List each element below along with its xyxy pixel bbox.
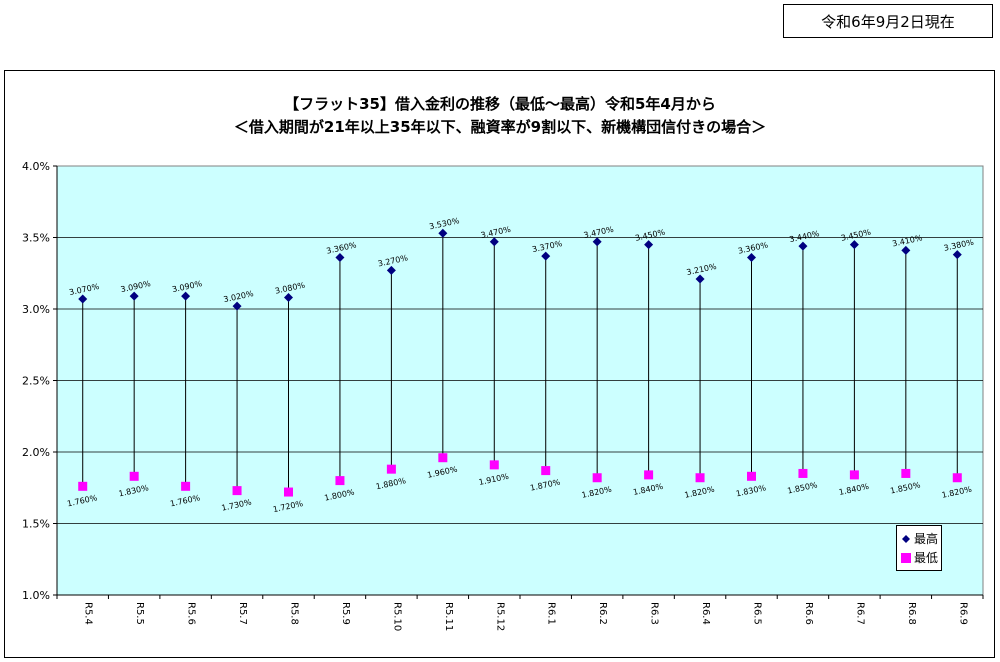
max-point [849,240,859,250]
max-point [592,237,602,247]
y-tick-label: 1.5% [22,518,50,531]
x-tick-label: R5.10 [391,602,402,631]
legend-label-max: 最高 [914,532,939,546]
max-point [284,293,293,303]
x-tick-label: R5.12 [494,602,505,631]
y-tick-label: 3.0% [22,303,50,316]
max-point [541,251,551,261]
max-point [78,294,88,304]
max-point [489,237,499,247]
y-tick-label: 2.0% [22,446,50,459]
min-point [335,476,345,486]
max-point [129,291,139,301]
x-tick-label: R6.1 [546,602,557,625]
x-tick-label: R5.11 [443,602,454,631]
legend-label-min: 最低 [914,551,939,565]
max-point [901,245,911,255]
y-tick-label: 3.5% [22,232,50,245]
min-point [78,481,88,491]
legend-marker-max [901,534,911,544]
y-tick-label: 2.5% [22,375,50,388]
as-of-date: 令和6年9月2日現在 [783,4,993,38]
y-tick-label: 4.0% [22,160,50,173]
x-tick-label: R5.6 [186,602,197,625]
min-point [901,468,911,478]
x-tick-label: R6.6 [803,602,814,625]
legend-marker-min [901,552,911,563]
x-tick-label: R5.4 [83,602,94,625]
max-point [335,253,345,263]
legend: 最高 最低 [896,525,942,571]
max-point [952,250,962,260]
x-tick-label: R6.5 [752,602,763,625]
max-point [695,274,705,284]
min-point [798,468,808,478]
min-point [386,464,396,474]
chart-frame [4,70,995,658]
x-tick-label: R6.4 [700,602,711,625]
min-point [541,466,551,476]
x-tick-label: R5.8 [289,602,300,625]
chart-title: 【フラット35】借入金利の推移（最低～最高）令和5年4月から [284,95,716,113]
x-tick-label: R5.5 [134,602,145,625]
x-tick-label: R6.9 [957,602,968,625]
y-tick-label: 1.0% [22,589,50,602]
x-tick-label: R6.3 [649,602,660,625]
min-point [181,481,191,491]
x-tick-label: R6.7 [854,602,865,625]
legend-item-min: 最低 [901,548,941,567]
chart-subtitle: ＜借入期間が21年以上35年以下、融資率が9割以下、新機構団信付きの場合＞ [233,118,767,136]
min-point [592,473,602,483]
x-tick-label: R5.7 [237,602,248,625]
min-point [849,470,859,480]
min-point [644,470,654,480]
x-tick-label: R6.2 [597,602,608,625]
min-point [952,473,962,483]
x-tick-label: R6.8 [906,602,917,625]
max-point [386,265,396,275]
min-point [232,486,242,496]
x-tick-label: R5.9 [340,602,351,625]
max-point [747,253,756,263]
min-point [747,471,756,481]
min-point [284,487,293,497]
max-point [181,291,191,301]
min-point [489,460,499,470]
min-point [129,471,139,481]
max-point [798,241,808,251]
min-point [438,453,448,463]
legend-item-max: 最高 [901,529,941,548]
max-point [438,228,448,238]
min-point [695,473,705,483]
max-point [232,301,242,311]
max-point [644,240,654,250]
